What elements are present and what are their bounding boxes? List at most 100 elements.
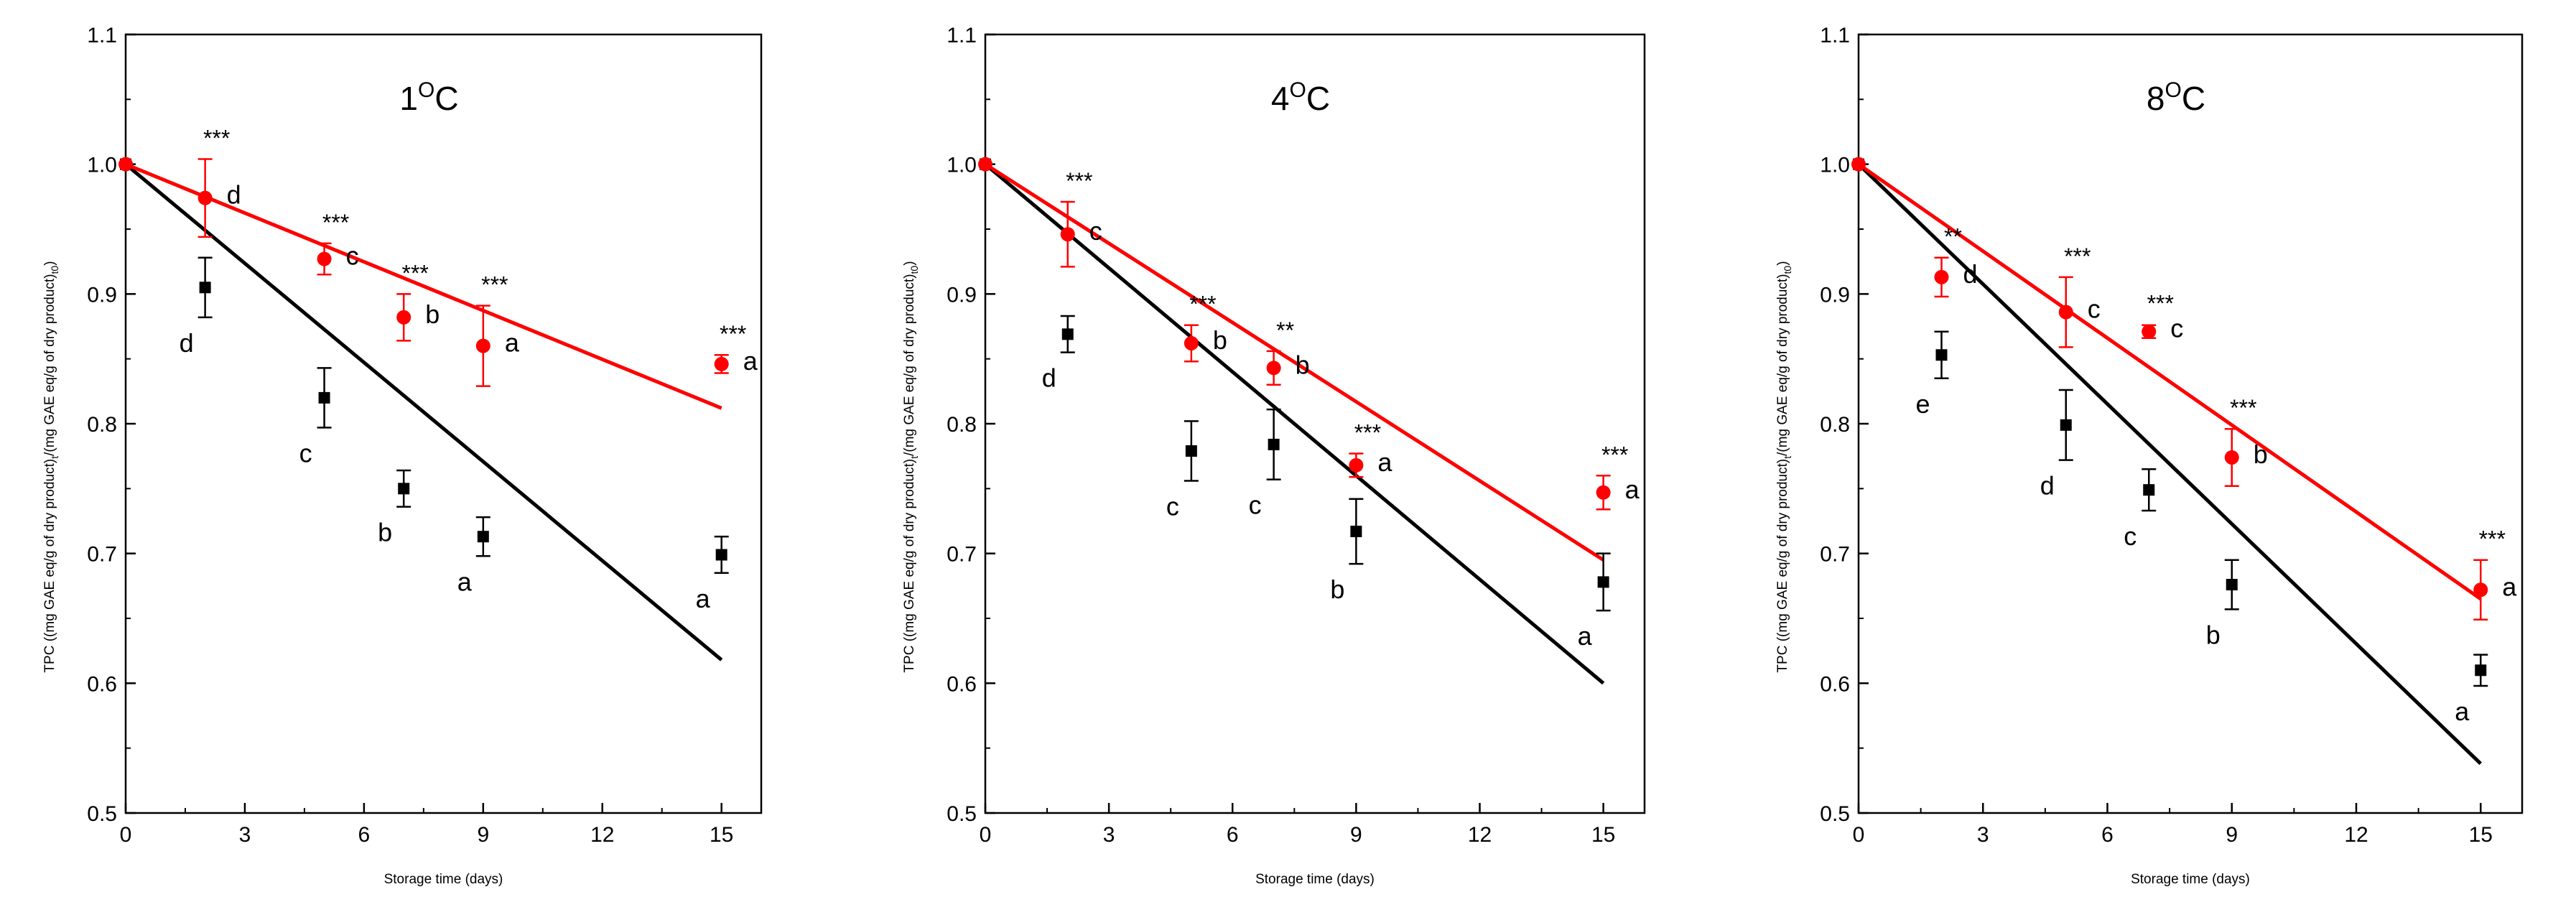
data-point-red [1934, 269, 1949, 284]
y-tick-label: 0.5 [1820, 802, 1850, 826]
degree-symbol: O [1290, 78, 1306, 102]
letter-label-black: c [1166, 491, 1179, 521]
y-tick-label: 0.8 [1820, 413, 1850, 437]
letter-label-black: d [1042, 363, 1056, 393]
letter-label-red: b [425, 299, 440, 329]
data-point-red [2473, 582, 2488, 598]
y-tick-label: 1.1 [947, 24, 977, 47]
panel-title-value: 1 [399, 80, 418, 117]
significance-label: ** [1944, 224, 1962, 250]
y-axis-label: TPC ((mg GAE eq/g of dry product)t/(mg G… [902, 261, 920, 672]
letter-label-red: b [1213, 325, 1227, 355]
significance-label: *** [2479, 526, 2506, 552]
letter-label-red: b [1296, 350, 1310, 379]
data-point-black [199, 282, 211, 294]
y-axis-label-part: t [1782, 456, 1793, 459]
letter-label-red: a [505, 328, 520, 358]
chart-panel-3: 0 3 6 9 12 15 0.5 0.6 0.7 0.8 0.9 1.0 1.1 Storage tim… [1775, 24, 2524, 887]
letter-label-black: c [1249, 491, 1262, 520]
letter-label-black: b [2206, 620, 2221, 649]
y-axis-label: TPC ((mg GAE eq/g of dry product)t/(mg G… [1775, 261, 1793, 672]
data-point-black [1185, 445, 1197, 457]
x-tick-label: 9 [477, 823, 489, 847]
x-axis-label: Storage time (days) [1255, 872, 1375, 887]
data-point-red [1266, 361, 1281, 376]
x-tick-label: 15 [1591, 823, 1615, 847]
y-axis-label-part: ) [902, 261, 917, 265]
x-tick-label: 3 [239, 823, 251, 847]
letter-label-black: b [1330, 575, 1344, 604]
significance-label: *** [2064, 243, 2091, 269]
y-tick-label: 1.0 [87, 154, 117, 177]
data-point-black [318, 391, 330, 404]
significance-label: *** [481, 272, 508, 298]
data-point-black [715, 549, 727, 561]
y-axis-label-part: t [49, 456, 60, 459]
data-point-black [477, 531, 489, 543]
data-point-red [1060, 227, 1075, 242]
data-point-red [1851, 157, 1866, 172]
letter-label-red: a [1377, 447, 1392, 477]
data-point-black [1350, 525, 1362, 537]
letter-label-black: b [378, 518, 392, 547]
x-tick-label: 12 [590, 823, 614, 847]
fit-line-black [984, 162, 1605, 685]
x-tick-label: 9 [2226, 823, 2238, 847]
data-point-black [2475, 664, 2487, 677]
data-point-black [2143, 484, 2155, 496]
x-tick-label: 9 [1350, 823, 1362, 847]
data-point-red [1184, 335, 1199, 350]
letter-label-black: a [696, 584, 711, 613]
y-axis-label-part: t0 [908, 266, 920, 274]
significance-label: *** [1354, 420, 1381, 446]
panel-title: 8OC [2147, 78, 2205, 117]
y-axis-label-part: t0 [1782, 266, 1793, 274]
y-tick-label: 0.9 [87, 283, 117, 307]
x-tick-label: 12 [2344, 823, 2368, 847]
significance-label: *** [1189, 292, 1216, 317]
x-tick-label: 0 [980, 823, 992, 847]
degree-symbol: O [418, 78, 434, 102]
data-point-red [197, 190, 213, 205]
y-axis-label-part: ) [1775, 261, 1790, 265]
data-point-red [317, 251, 332, 266]
fit-line-black [1857, 162, 2482, 766]
y-axis-label-part: /(mg GAE eq/g of dry product) [902, 274, 917, 455]
x-tick-label: 0 [120, 823, 132, 847]
fit-line-red [125, 162, 722, 410]
y-axis-label-part: /(mg GAE eq/g of dry product) [42, 274, 57, 455]
letter-label-red: c [1089, 216, 1102, 246]
x-tick-label: 0 [1853, 823, 1865, 847]
letter-label-red: d [227, 180, 241, 210]
y-tick-label: 0.5 [947, 802, 977, 826]
y-tick-label: 1.1 [1820, 24, 1850, 47]
panel-title: 4OC [1271, 78, 1330, 117]
fit-line-red [1857, 162, 2482, 600]
y-tick-label: 1.0 [1820, 154, 1850, 177]
degree-symbol: O [2165, 78, 2182, 102]
x-tick-label: 6 [2101, 823, 2114, 847]
y-axis-label-part: TPC ((mg GAE eq/g of dry product) [42, 459, 57, 673]
letter-label-red: c [346, 241, 359, 271]
data-point-red [2142, 324, 2157, 339]
data-point-red [396, 310, 411, 325]
x-axis-label: Storage time (days) [2131, 872, 2250, 887]
y-tick-label: 0.9 [947, 283, 977, 307]
significance-label: *** [720, 321, 746, 347]
chart-panel-2: 0 3 6 9 12 15 0.5 0.6 0.7 0.8 0.9 1.0 1.1 Storage tim… [902, 24, 1646, 887]
panel-title: 1OC [399, 78, 458, 117]
y-tick-label: 1.0 [947, 154, 977, 177]
chart-panel-1: 0 3 6 9 12 15 0.5 0.6 0.7 0.8 0.9 1.0 1.1 Storage tim… [42, 24, 763, 887]
y-axis-label: TPC ((mg GAE eq/g of dry product)t/(mg G… [42, 261, 60, 672]
significance-label: ** [1276, 317, 1294, 343]
x-tick-label: 3 [1103, 823, 1115, 847]
y-tick-label: 0.7 [947, 543, 977, 567]
y-axis-label-part: ) [42, 261, 57, 265]
x-tick-label: 12 [1468, 823, 1492, 847]
letter-label-red: c [2170, 314, 2183, 343]
letter-label-black: e [1915, 389, 1930, 419]
significance-label: *** [322, 210, 349, 236]
x-axis-label: Storage time (days) [384, 872, 503, 887]
data-point-red [714, 356, 729, 371]
